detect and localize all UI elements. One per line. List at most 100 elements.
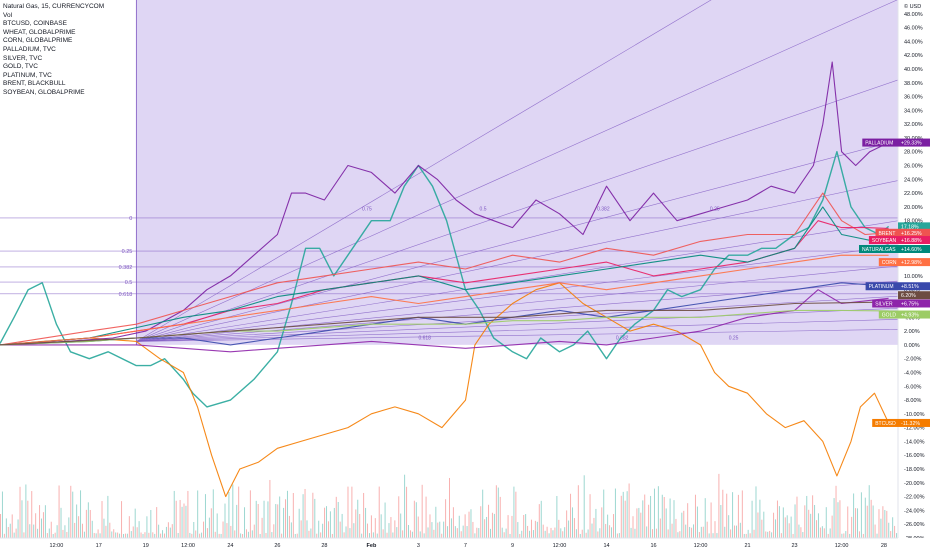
volume-bar: [452, 507, 454, 538]
volume-bar: [677, 532, 679, 538]
volume-bar: [591, 523, 593, 538]
legend-item[interactable]: BRENT, BLACKBULL: [3, 80, 66, 88]
x-tick-label: 12:00: [181, 543, 195, 549]
volume-bar: [853, 493, 855, 538]
volume-bar: [845, 531, 847, 538]
volume-bar: [35, 513, 37, 538]
fib-level-label: 0.5: [125, 280, 133, 286]
volume-bar: [269, 479, 271, 538]
volume-bar: [267, 501, 269, 538]
volume-bar: [37, 528, 39, 538]
y-tick-label: 28.00%: [904, 150, 923, 156]
volume-bar: [74, 522, 76, 538]
series-line: [0, 220, 889, 346]
legend-item[interactable]: WHEAT, GLOBALPRIME: [3, 28, 76, 36]
volume-bar: [326, 506, 328, 538]
volume-bar: [667, 529, 669, 538]
legend-item[interactable]: SILVER, TVC: [3, 54, 43, 62]
y-tick-label: 10.00%: [904, 274, 923, 280]
series-line: [0, 254, 889, 346]
volume-bar: [759, 499, 761, 538]
volume-bar: [685, 524, 687, 538]
volume-bar: [800, 527, 802, 538]
volume-bar: [134, 508, 136, 538]
x-tick-label: 17: [96, 543, 102, 549]
volume-bar: [618, 533, 620, 538]
volume-bar: [665, 508, 667, 538]
volume-bar: [81, 523, 83, 538]
volume-bar: [636, 508, 638, 538]
volume-bar: [160, 533, 162, 538]
volume-bar: [140, 532, 142, 538]
y-tick-label: 0.00%: [904, 343, 920, 349]
legend-item[interactable]: Vol: [3, 11, 13, 19]
volume-bar: [450, 518, 452, 538]
volume-bar: [546, 526, 548, 538]
y-tick-label: -24.00%: [904, 508, 925, 514]
volume-bar: [283, 507, 285, 538]
volume-bar: [46, 533, 48, 538]
volume-bar: [880, 518, 882, 538]
volume-bar: [427, 527, 429, 538]
volume-bar: [568, 520, 570, 538]
volume-bar: [417, 516, 419, 538]
volume-bar: [431, 522, 433, 538]
fib-zone: [136, 0, 898, 345]
volume-bar: [58, 485, 60, 538]
legend-item[interactable]: SOYBEAN, GLOBALPRIME: [3, 88, 85, 96]
legend-item[interactable]: GOLD, TVC: [3, 63, 38, 71]
volume-bar: [704, 498, 706, 538]
volume-bar: [819, 527, 821, 538]
legend-item[interactable]: CORN, GLOBALPRIME: [3, 37, 73, 45]
fan-line: [136, 79, 899, 342]
volume-bar: [472, 521, 474, 538]
volume-bar: [689, 526, 691, 538]
volume-bar: [728, 515, 730, 538]
volume-bar: [835, 485, 837, 538]
legend-item[interactable]: PLATINUM, TVC: [3, 71, 52, 79]
volume-bar: [329, 511, 331, 538]
volume-bar: [408, 525, 410, 538]
volume-bar: [743, 533, 745, 538]
price-tag-name-bg: [862, 138, 898, 147]
volume-bar: [749, 533, 751, 538]
volume-bar: [741, 490, 743, 538]
price-tag-name-bg: [875, 228, 898, 237]
volume-bar: [892, 517, 894, 538]
volume-bar: [657, 486, 659, 538]
volume-bar: [42, 512, 44, 538]
volume-bar: [860, 492, 862, 538]
volume-bar: [13, 532, 15, 538]
volume-bar: [458, 515, 460, 538]
y-tick-label: -26.00%: [904, 522, 925, 528]
volume-bar: [175, 500, 177, 538]
y-tick-label: -6.00%: [904, 384, 922, 390]
volume-bar: [285, 499, 287, 538]
volume-bar: [816, 520, 818, 538]
volume-bar: [163, 533, 165, 538]
volume-bar: [491, 512, 493, 538]
volume-bar: [708, 533, 710, 538]
volume-bar: [226, 523, 228, 538]
legend-item[interactable]: PALLADIUM, TVC: [3, 45, 56, 53]
volume-bar: [251, 530, 253, 538]
legend-title[interactable]: Natural Gas, 15, CURRENCYCOM: [3, 3, 105, 10]
volume-bar: [29, 524, 31, 538]
volume-bar: [216, 513, 218, 538]
fib-level-label: 0.382: [119, 265, 133, 271]
volume-bar: [83, 531, 85, 538]
legend: Natural Gas, 15, CURRENCYCOM Vol BTCUSD,…: [3, 3, 104, 98]
volume-bar: [392, 532, 394, 538]
volume-bar: [511, 515, 513, 538]
x-tick-label: 7: [464, 543, 467, 549]
volume-bar: [702, 526, 704, 538]
volume-bar: [327, 521, 329, 538]
volume-bar: [292, 493, 294, 538]
x-tick-label: 23: [792, 543, 798, 549]
fib-level-label: 0.25: [122, 249, 133, 255]
volume-bar: [99, 533, 101, 538]
x-tick-label: 12:00: [694, 543, 708, 549]
legend-item[interactable]: BTCUSD, COINBASE: [3, 20, 67, 28]
volume-bar: [478, 528, 480, 538]
volume-bar: [78, 516, 80, 538]
